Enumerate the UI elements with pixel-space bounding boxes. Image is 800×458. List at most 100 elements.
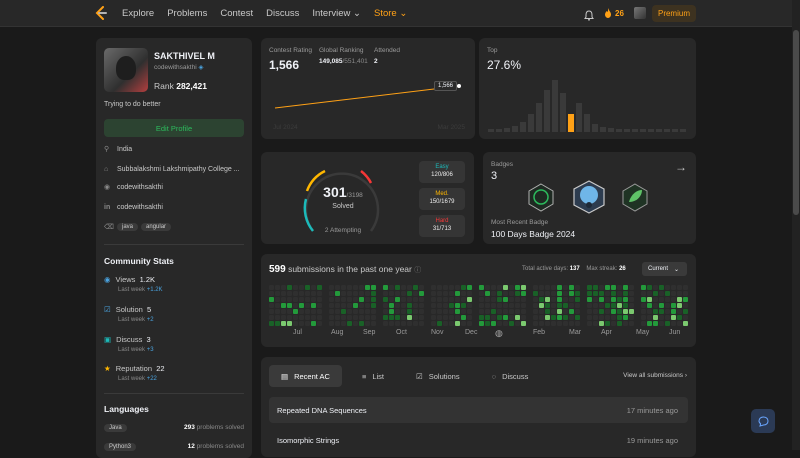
heatmap-cell[interactable] xyxy=(497,309,502,314)
heatmap-cell[interactable] xyxy=(449,291,454,296)
heatmap-cell[interactable] xyxy=(677,285,682,290)
heatmap-cell[interactable] xyxy=(269,297,274,302)
heatmap-cell[interactable] xyxy=(563,297,568,302)
heatmap-cell[interactable] xyxy=(533,315,538,320)
heatmap-cell[interactable] xyxy=(467,285,472,290)
heatmap-cell[interactable] xyxy=(371,303,376,308)
heatmap-cell[interactable] xyxy=(557,321,562,326)
heatmap-cell[interactable] xyxy=(443,297,448,302)
heatmap-cell[interactable] xyxy=(569,303,574,308)
heatmap-cell[interactable] xyxy=(401,297,406,302)
heatmap-cell[interactable] xyxy=(467,321,472,326)
heatmap-cell[interactable] xyxy=(269,285,274,290)
heatmap-cell[interactable] xyxy=(275,285,280,290)
heatmap-cell[interactable] xyxy=(545,309,550,314)
heatmap-cell[interactable] xyxy=(509,285,514,290)
heatmap-cell[interactable] xyxy=(623,297,628,302)
heatmap-cell[interactable] xyxy=(383,309,388,314)
heatmap-cell[interactable] xyxy=(347,297,352,302)
heatmap-cell[interactable] xyxy=(605,291,610,296)
heatmap-cell[interactable] xyxy=(281,303,286,308)
tab-recent-ac[interactable]: ▤ Recent AC xyxy=(269,365,342,387)
heatmap-cell[interactable] xyxy=(599,321,604,326)
streak-counter[interactable]: 26 xyxy=(604,8,624,18)
heatmap-cell[interactable] xyxy=(341,303,346,308)
heatmap-cell[interactable] xyxy=(455,303,460,308)
heatmap-cell[interactable] xyxy=(407,321,412,326)
heatmap-cell[interactable] xyxy=(563,315,568,320)
heatmap-cell[interactable] xyxy=(293,309,298,314)
heatmap-cell[interactable] xyxy=(605,303,610,308)
heatmap-cell[interactable] xyxy=(503,285,508,290)
heatmap-cell[interactable] xyxy=(329,291,334,296)
heatmap-cell[interactable] xyxy=(659,297,664,302)
heatmap-cell[interactable] xyxy=(467,303,472,308)
heatmap-cell[interactable] xyxy=(461,315,466,320)
heatmap-cell[interactable] xyxy=(461,321,466,326)
heatmap-cell[interactable] xyxy=(365,303,370,308)
heatmap-cell[interactable] xyxy=(479,303,484,308)
heatmap-cell[interactable] xyxy=(455,297,460,302)
scrollbar-thumb[interactable] xyxy=(793,30,799,215)
premium-button[interactable]: Premium xyxy=(652,5,696,22)
heatmap-cell[interactable] xyxy=(521,297,526,302)
heatmap-cell[interactable] xyxy=(317,285,322,290)
arrow-right-icon[interactable]: → xyxy=(675,160,687,174)
heatmap-cell[interactable] xyxy=(569,285,574,290)
heatmap-cell[interactable] xyxy=(413,303,418,308)
heatmap-cell[interactable] xyxy=(647,297,652,302)
heatmap-cell[interactable] xyxy=(449,285,454,290)
nav-discuss[interactable]: Discuss xyxy=(266,8,300,19)
heatmap-cell[interactable] xyxy=(485,303,490,308)
heatmap-cell[interactable] xyxy=(599,303,604,308)
heatmap-cell[interactable] xyxy=(353,321,358,326)
heatmap-cell[interactable] xyxy=(281,291,286,296)
heatmap-cell[interactable] xyxy=(389,285,394,290)
heatmap-cell[interactable] xyxy=(413,309,418,314)
heatmap-cell[interactable] xyxy=(455,285,460,290)
skill-tag[interactable]: angular xyxy=(141,223,172,231)
heatmap-cell[interactable] xyxy=(287,303,292,308)
heatmap-cell[interactable] xyxy=(443,315,448,320)
heatmap-cell[interactable] xyxy=(269,321,274,326)
edit-profile-button[interactable]: Edit Profile xyxy=(104,119,244,137)
heatmap-cell[interactable] xyxy=(389,309,394,314)
heatmap-cell[interactable] xyxy=(467,309,472,314)
heatmap-cell[interactable] xyxy=(587,315,592,320)
heatmap-cell[interactable] xyxy=(629,315,634,320)
heatmap-cell[interactable] xyxy=(497,315,502,320)
heatmap-cell[interactable] xyxy=(431,303,436,308)
heatmap-cell[interactable] xyxy=(359,291,364,296)
heatmap-cell[interactable] xyxy=(611,303,616,308)
heatmap-cell[interactable] xyxy=(563,291,568,296)
heatmap-cell[interactable] xyxy=(287,297,292,302)
heatmap-cell[interactable] xyxy=(557,291,562,296)
heatmap-cell[interactable] xyxy=(431,291,436,296)
heatmap-cell[interactable] xyxy=(293,315,298,320)
heatmap-cell[interactable] xyxy=(365,315,370,320)
heatmap-cell[interactable] xyxy=(347,309,352,314)
heatmap-cell[interactable] xyxy=(665,291,670,296)
heatmap-cell[interactable] xyxy=(431,315,436,320)
linkedin-row[interactable]: in codewithsakthi xyxy=(104,204,163,211)
heatmap-cell[interactable] xyxy=(569,291,574,296)
user-avatar[interactable] xyxy=(634,7,646,19)
heatmap-cell[interactable] xyxy=(419,297,424,302)
heatmap-cell[interactable] xyxy=(407,297,412,302)
heatmap-cell[interactable] xyxy=(515,291,520,296)
heatmap-cell[interactable] xyxy=(575,321,580,326)
heatmap-cell[interactable] xyxy=(329,297,334,302)
heatmap-cell[interactable] xyxy=(281,321,286,326)
heatmap-cell[interactable] xyxy=(539,285,544,290)
heatmap-cell[interactable] xyxy=(503,303,508,308)
heatmap-cell[interactable] xyxy=(665,303,670,308)
heatmap-cell[interactable] xyxy=(449,303,454,308)
heatmap-cell[interactable] xyxy=(299,315,304,320)
nav-problems[interactable]: Problems xyxy=(167,8,208,19)
heatmap-cell[interactable] xyxy=(437,285,442,290)
heatmap-cell[interactable] xyxy=(449,321,454,326)
heatmap-cell[interactable] xyxy=(533,321,538,326)
heatmap-cell[interactable] xyxy=(461,291,466,296)
heatmap-cell[interactable] xyxy=(419,285,424,290)
heatmap-cell[interactable] xyxy=(413,315,418,320)
